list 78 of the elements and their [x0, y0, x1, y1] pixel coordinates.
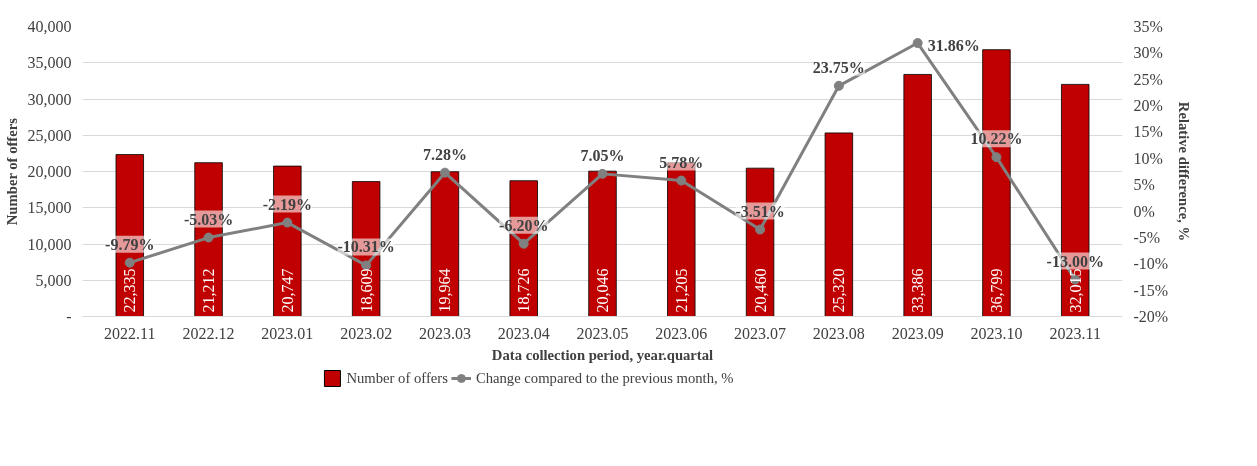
data-label: 20,747	[278, 268, 296, 313]
data-label: 7.28%	[422, 145, 467, 163]
point	[833, 80, 844, 91]
y2-tick-label: 10%	[1133, 149, 1163, 167]
y2-tick-label: 35%	[1133, 18, 1163, 35]
data-label: 32,015	[1066, 268, 1084, 313]
data-label: 7.05%	[580, 146, 625, 164]
point	[203, 232, 214, 243]
y-tick-label: 25,000	[27, 126, 72, 144]
legend-label: Number of offers	[346, 369, 448, 387]
x-tick-label: 2023.04	[497, 324, 550, 342]
y-tick-label: 5,000	[35, 271, 72, 289]
y2-tick-label: 20%	[1133, 97, 1163, 115]
y-tick-label: 10,000	[27, 235, 72, 253]
x-tick-label: 2023.05	[576, 324, 629, 342]
x-tick-label: 2023.11	[1049, 324, 1101, 342]
x-tick-label: 2023.08	[812, 324, 865, 342]
bar	[588, 170, 617, 317]
point	[282, 217, 293, 228]
y2-tick-label: 30%	[1133, 44, 1163, 62]
y2-tick-label: -20%	[1133, 308, 1169, 325]
data-label: -2.19%	[262, 195, 313, 213]
y-tick-label: 35,000	[27, 54, 72, 72]
data-label: 18,609	[357, 268, 375, 313]
point	[124, 257, 135, 268]
x-tick-label: 2023.07	[734, 324, 787, 342]
y-tick-label: 30,000	[27, 90, 72, 108]
y-tick-label: 15,000	[27, 199, 72, 217]
x-tick-label: 2023.02	[340, 324, 393, 342]
y2-tick-label: 25%	[1133, 70, 1163, 88]
y-tick-label: 40,000	[27, 18, 72, 35]
data-label: -9.79%	[105, 235, 155, 253]
point	[518, 238, 529, 249]
x-tick-label: 2023.06	[655, 324, 708, 342]
y2-tick-label: 15%	[1133, 123, 1163, 141]
y2-tick-label: -10%	[1133, 255, 1169, 273]
data-label: -3.51%	[735, 202, 785, 220]
data-label: 31.86%	[927, 36, 980, 54]
bar	[430, 171, 460, 317]
y-tick-label: 20,000	[27, 163, 72, 180]
y2-tick-label: 5%	[1133, 176, 1155, 194]
x-tick-label: 2023.09	[891, 324, 944, 342]
bar	[903, 74, 932, 317]
x-tick-label: 2023.10	[970, 324, 1023, 342]
data-label: 36,799	[987, 268, 1005, 313]
y-axis-title: Number of offers	[3, 117, 20, 226]
y2-axis-title: Relative difference, %	[1176, 101, 1193, 242]
data-label: -10.31%	[337, 238, 395, 256]
data-label: 21,205	[672, 268, 690, 313]
bar	[824, 132, 854, 317]
x-axis-title: Data collection period, year.quartal	[491, 346, 714, 363]
data-label: 20,460	[751, 268, 769, 313]
point	[991, 152, 1002, 163]
y2-tick-label: -15%	[1133, 281, 1169, 299]
data-label: 21,212	[200, 268, 218, 313]
data-label: 23.75%	[812, 58, 865, 76]
y2-tick-label: -5%	[1133, 228, 1161, 246]
data-label: 19,964	[436, 268, 454, 313]
point	[676, 175, 687, 186]
point	[597, 168, 608, 179]
data-label: 22,335	[121, 268, 139, 313]
y2-tick-label: 0%	[1133, 202, 1155, 220]
point	[755, 224, 766, 235]
y-tick-label: -	[66, 308, 72, 325]
legend-label: Change compared to the previous month, %	[475, 369, 734, 387]
data-label: 18,726	[515, 268, 533, 313]
x-tick-label: 2022.12	[182, 324, 235, 342]
x-tick-label: 2022.11	[104, 324, 156, 342]
data-label: -13.00%	[1046, 252, 1104, 270]
data-label: 5.78%	[659, 153, 704, 171]
data-label: 33,386	[909, 268, 927, 313]
point	[439, 167, 450, 178]
data-label: 20,046	[594, 268, 611, 313]
data-label: 25,320	[830, 268, 848, 313]
x-tick-label: 2023.03	[418, 324, 471, 342]
data-label: 10.22%	[970, 130, 1023, 148]
point	[912, 38, 923, 49]
x-tick-label: 2023.01	[261, 324, 314, 342]
